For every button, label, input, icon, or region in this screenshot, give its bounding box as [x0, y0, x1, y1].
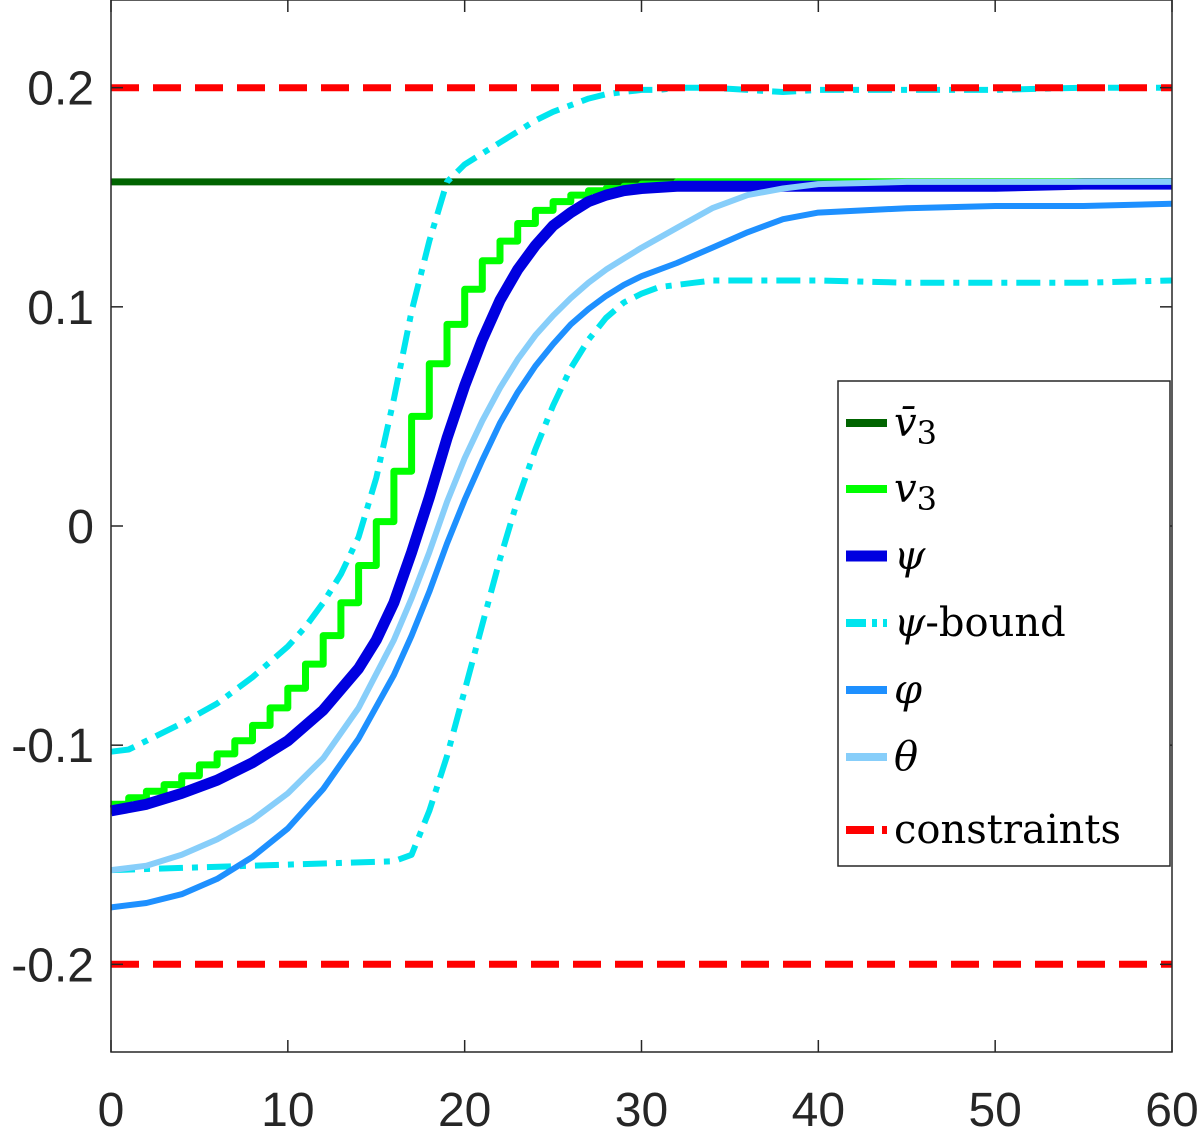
axis-ticks: 0 10 20 30 40 50 60 0.2 0.1 0 -0.1 -0.2: [11, 0, 1199, 1131]
y-tick-label: -0.2: [11, 939, 94, 992]
plot-area: [109, 84, 1173, 968]
y-tick-label: 0.2: [27, 63, 94, 116]
x-tick-label: 20: [438, 1084, 491, 1131]
legend-label-phi: φ: [894, 667, 922, 713]
legend-label-vbar3: v̄3: [894, 400, 937, 452]
x-tick-label: 10: [261, 1084, 314, 1131]
series-psi-line: [109, 178, 1172, 817]
x-tick-label: 0: [98, 1084, 125, 1131]
legend-label-psi: ψ: [894, 533, 926, 579]
x-tick-label: 40: [792, 1084, 845, 1131]
series-phi-line: [110, 200, 1173, 911]
x-tick-label: 60: [1145, 1084, 1198, 1131]
series-psi_lower-line: [110, 277, 1173, 874]
y-tick-label: -0.1: [11, 720, 94, 773]
legend-label-psi_bound: ψ-bound: [894, 600, 1066, 646]
y-tick-label: 0: [67, 501, 94, 554]
legend-label-theta: θ: [894, 734, 918, 780]
legend-box: [837, 380, 1171, 867]
series-theta-line: [110, 178, 1172, 874]
y-tick-label: 0.1: [27, 282, 94, 335]
legend-label-constraints: constraints: [894, 807, 1121, 853]
x-tick-label: 50: [968, 1084, 1021, 1131]
x-tick-label: 30: [615, 1084, 668, 1131]
